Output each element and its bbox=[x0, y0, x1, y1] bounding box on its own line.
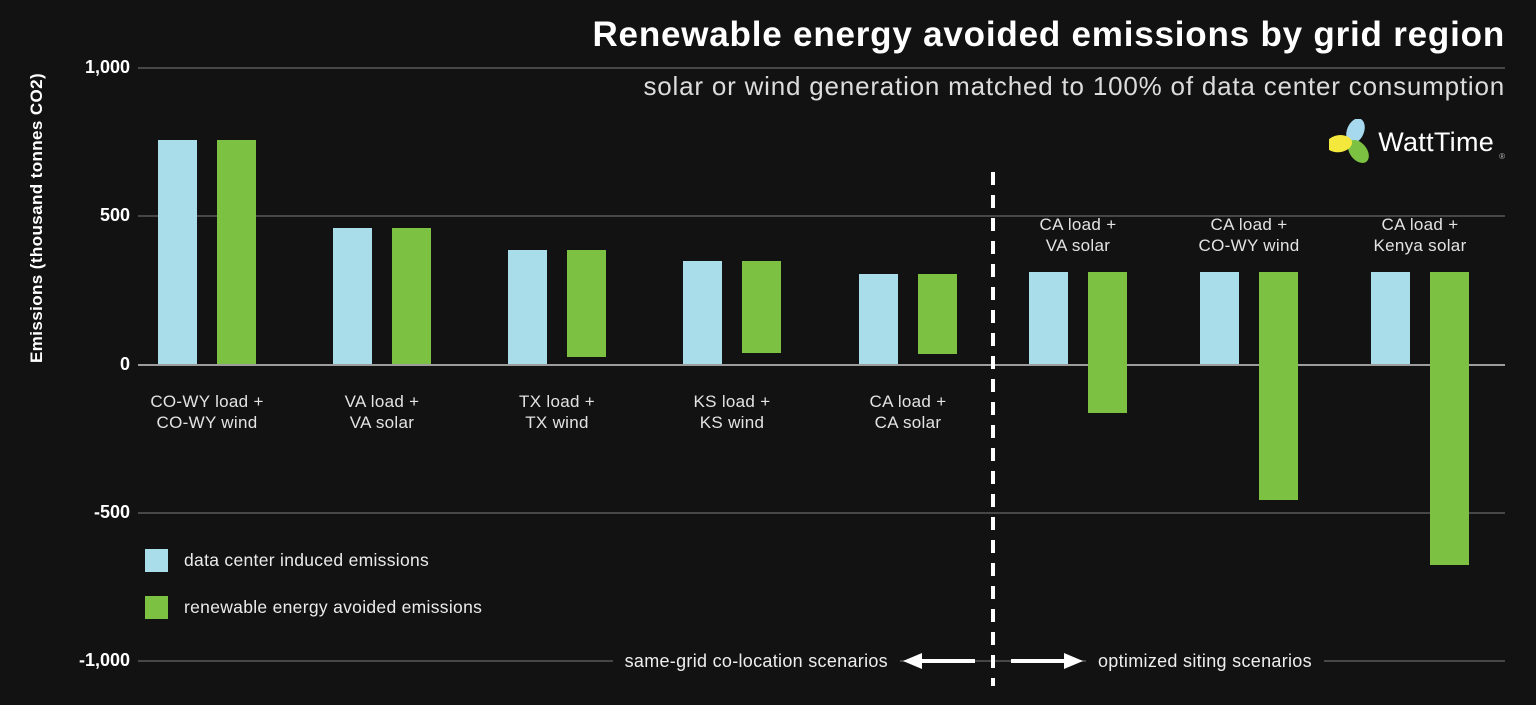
y-tick-label--1000: -1,000 bbox=[78, 650, 130, 671]
legend-swatch-induced bbox=[145, 549, 168, 572]
arrow-right-icon bbox=[1011, 653, 1083, 669]
chart-title: Renewable energy avoided emissions by gr… bbox=[592, 15, 1505, 54]
bar-induced-CA load + Kenya solar bbox=[1371, 272, 1410, 365]
legend-label-avoided: renewable energy avoided emissions bbox=[184, 597, 483, 617]
scenario-label-line: TX load + bbox=[519, 391, 595, 411]
section-label-same-grid: same-grid co-location scenarios bbox=[612, 651, 900, 671]
watttime-logo-icon bbox=[1329, 119, 1370, 163]
legend-swatch-avoided bbox=[145, 596, 168, 619]
section-label-optimized-siting: optimized siting scenarios bbox=[1086, 651, 1324, 671]
section-divider-dashed-line bbox=[991, 172, 995, 686]
bar-induced-CA load + CO-WY wind bbox=[1200, 272, 1239, 365]
bar-avoided-TX load + TX wind bbox=[567, 250, 606, 358]
bar-avoided-CA load + CO-WY wind bbox=[1259, 272, 1298, 500]
y-tick-label--500: -500 bbox=[93, 501, 130, 522]
bar-induced-VA load + VA solar bbox=[333, 227, 372, 365]
gridline-500 bbox=[138, 215, 1505, 218]
gridline-0 bbox=[138, 363, 1505, 366]
bar-induced-KS load + KS wind bbox=[683, 260, 722, 365]
y-tick-label-1000: 1,000 bbox=[84, 56, 130, 77]
bar-avoided-VA load + VA solar bbox=[392, 227, 431, 365]
scenario-label-line: CA load + bbox=[869, 391, 947, 411]
scenario-label-line: CO-WY wind bbox=[156, 412, 258, 432]
chart-subtitle: solar or wind generation matched to 100%… bbox=[643, 71, 1505, 101]
scenario-label-line: CA solar bbox=[874, 412, 942, 432]
arrow-left-icon bbox=[903, 653, 975, 669]
bar-avoided-CO-WY load + CO-WY wind bbox=[217, 140, 256, 365]
scenario-label-line: VA solar bbox=[349, 412, 415, 432]
scenario-label-CA load + CA solar: CA load + CA solar bbox=[813, 391, 1003, 433]
scenario-label-line: CA load + bbox=[1210, 215, 1288, 235]
watttime-logo: WattTime ® bbox=[1329, 119, 1505, 165]
legend-label-induced: data center induced emissions bbox=[184, 550, 430, 570]
watttime-logo-text: WattTime bbox=[1378, 126, 1495, 157]
scenario-label-line: KS load + bbox=[693, 391, 771, 411]
gridline--500 bbox=[138, 511, 1505, 514]
scenario-label-CA load + CO-WY wind: CA load + CO-WY wind bbox=[1154, 214, 1344, 256]
gridline-1000 bbox=[138, 66, 1505, 69]
bar-induced-CA load + CA solar bbox=[859, 273, 898, 365]
y-tick-label-0: 0 bbox=[119, 353, 130, 374]
scenario-label-line: CA load + bbox=[1039, 215, 1117, 235]
bar-induced-CO-WY load + CO-WY wind bbox=[158, 140, 197, 365]
bar-induced-CA load + VA solar bbox=[1029, 272, 1068, 365]
scenario-label-line: VA solar bbox=[1045, 236, 1111, 256]
scenario-label-line: CO-WY wind bbox=[1198, 236, 1300, 256]
scenario-label-CO-WY load + CO-WY wind: CO-WY load + CO-WY wind bbox=[112, 391, 302, 433]
scenario-label-TX load + TX wind: TX load + TX wind bbox=[462, 391, 652, 433]
bar-avoided-CA load + Kenya solar bbox=[1430, 272, 1469, 565]
scenario-label-line: Kenya solar bbox=[1373, 236, 1467, 256]
scenario-label-CA load + VA solar: CA load + VA solar bbox=[983, 214, 1173, 256]
bar-avoided-KS load + KS wind bbox=[742, 260, 781, 353]
bar-induced-TX load + TX wind bbox=[508, 250, 547, 365]
legend-item-avoided: renewable energy avoided emissions bbox=[145, 596, 482, 619]
bar-avoided-CA load + VA solar bbox=[1088, 272, 1127, 414]
scenario-label-VA load + VA solar: VA load + VA solar bbox=[287, 391, 477, 433]
scenario-label-line: CO-WY load + bbox=[150, 391, 264, 411]
scenario-label-line: CA load + bbox=[1381, 215, 1459, 235]
bar-avoided-CA load + CA solar bbox=[918, 273, 957, 355]
legend-item-induced: data center induced emissions bbox=[145, 549, 482, 572]
scenario-label-CA load + Kenya solar: CA load + Kenya solar bbox=[1325, 214, 1515, 256]
scenario-label-line: VA load + bbox=[344, 391, 420, 411]
registered-mark-icon: ® bbox=[1499, 152, 1505, 161]
y-tick-label-500: 500 bbox=[99, 205, 130, 226]
scenario-label-line: KS wind bbox=[699, 412, 765, 432]
scenario-label-line: TX wind bbox=[525, 412, 589, 432]
legend: data center induced emissions renewable … bbox=[145, 549, 482, 643]
scenario-label-KS load + KS wind: KS load + KS wind bbox=[637, 391, 827, 433]
